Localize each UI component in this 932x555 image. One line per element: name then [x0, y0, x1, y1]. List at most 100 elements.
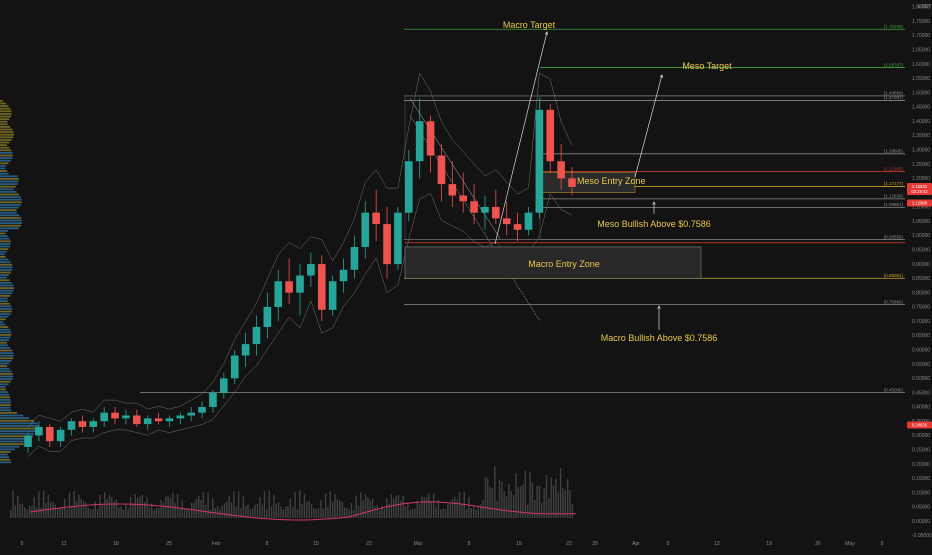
volume-profile-bar: [0, 458, 11, 461]
volume-bar: [409, 509, 411, 518]
x-tick-label: 11: [61, 541, 66, 547]
candle-body: [122, 415, 130, 419]
y-tick-label: 0.90000: [912, 262, 930, 268]
y-tick-label: 0.00000: [912, 519, 930, 525]
candle-body: [263, 306, 272, 327]
y-tick-label: 1.35000: [912, 133, 930, 139]
volume-bar: [303, 493, 306, 518]
volume-bar: [106, 498, 108, 518]
volume-bar: [543, 488, 545, 518]
y-tick-label: 1.45000: [912, 105, 930, 111]
volume-bar: [423, 497, 425, 518]
volume-profile-bar: [0, 105, 9, 107]
volume-bar: [508, 484, 510, 518]
volume-bar: [134, 494, 136, 518]
volume-bar: [174, 503, 176, 518]
volume-bar: [437, 499, 440, 518]
candle-body: [241, 344, 250, 356]
volume-bar: [480, 504, 482, 518]
volume-bar: [315, 509, 317, 518]
volume-bar: [207, 492, 209, 518]
volume-profile-bar: [0, 243, 11, 245]
volume-bar: [82, 501, 85, 518]
volume-profile-bar: [0, 209, 17, 211]
volume-bar: [183, 509, 186, 518]
volume-bar: [125, 504, 127, 518]
candle-body: [143, 418, 152, 425]
volume-bar: [430, 502, 433, 518]
volume-profile-bar: [0, 279, 10, 282]
volume-bar: [33, 497, 35, 518]
volume-bar: [162, 502, 165, 518]
candle-body: [78, 421, 87, 427]
volume-bar: [550, 477, 552, 518]
volume-profile-bar: [0, 461, 12, 464]
volume-bar: [346, 508, 348, 518]
volume-bar: [557, 492, 559, 518]
volume-bar: [308, 500, 310, 518]
volume-profile-bar: [0, 391, 8, 393]
candle-body: [459, 195, 468, 202]
volume-profile-bar: [0, 100, 3, 102]
volume-bar: [226, 501, 228, 518]
price-badge-text: 02:19:42: [911, 189, 928, 194]
volume-bar: [360, 492, 362, 518]
candle-body: [56, 429, 65, 442]
volume-bar: [216, 506, 219, 518]
volume-profile-bar: [0, 248, 9, 250]
volume-bar: [275, 504, 277, 518]
volume-bar: [463, 491, 465, 518]
volume-profile-bar: [0, 383, 9, 386]
x-tick-label: 8: [468, 541, 471, 547]
volume-profile-bar: [0, 146, 10, 149]
volume-bar: [111, 496, 113, 518]
volume-profile-bar: [0, 401, 11, 404]
volume-profile-bar: [0, 139, 12, 141]
volume-bar: [505, 495, 508, 518]
volume-bar: [512, 495, 515, 518]
volume-profile-bar: [0, 235, 8, 237]
volume-bar: [195, 498, 198, 518]
volume-profile-bar: [0, 349, 13, 352]
volume-bar: [477, 506, 480, 518]
volume-profile-bar: [0, 388, 6, 391]
level-label: (1.48868): [884, 91, 904, 96]
volume-profile-bar: [0, 292, 13, 295]
volume-bar: [397, 494, 400, 518]
volume-bar: [566, 479, 569, 518]
y-tick-label: 1.20000: [912, 176, 930, 182]
volume-profile-bar: [0, 266, 13, 269]
volume-profile-bar: [0, 344, 8, 347]
candle-body: [404, 161, 413, 213]
volume-bar: [355, 495, 357, 518]
volume-profile-bar: [0, 323, 6, 326]
volume-profile-bar: [0, 102, 6, 105]
volume-profile-bar: [0, 430, 36, 432]
candle-body: [274, 281, 283, 307]
volume-profile-bar: [0, 115, 11, 118]
volume-profile-bar: [0, 302, 10, 305]
volume-profile-bar: [0, 131, 14, 133]
volume-bar: [559, 468, 562, 518]
volume-profile-bar: [0, 375, 14, 378]
x-tick-label: 15: [516, 541, 522, 547]
volume-bar: [268, 490, 270, 518]
volume-profile-bar: [0, 409, 12, 412]
volume-bar: [282, 509, 284, 518]
x-tick-label: 29: [592, 541, 598, 547]
volume-profile-bar: [0, 305, 12, 308]
price-badge: [907, 199, 932, 207]
volume-bar: [357, 505, 360, 518]
volume-bar: [200, 500, 202, 518]
volume-profile-bar: [0, 269, 13, 271]
x-tick-label: 25: [166, 541, 172, 547]
y-tick-label: 0.55000: [912, 362, 930, 368]
volume-bar: [24, 507, 26, 518]
volume-ma-line: [29, 501, 577, 521]
volume-profile-bar: [0, 417, 30, 419]
volume-bar: [350, 502, 353, 518]
volume-bar: [501, 481, 503, 518]
volume-profile-bar: [0, 157, 13, 159]
volume-bar: [531, 482, 534, 518]
